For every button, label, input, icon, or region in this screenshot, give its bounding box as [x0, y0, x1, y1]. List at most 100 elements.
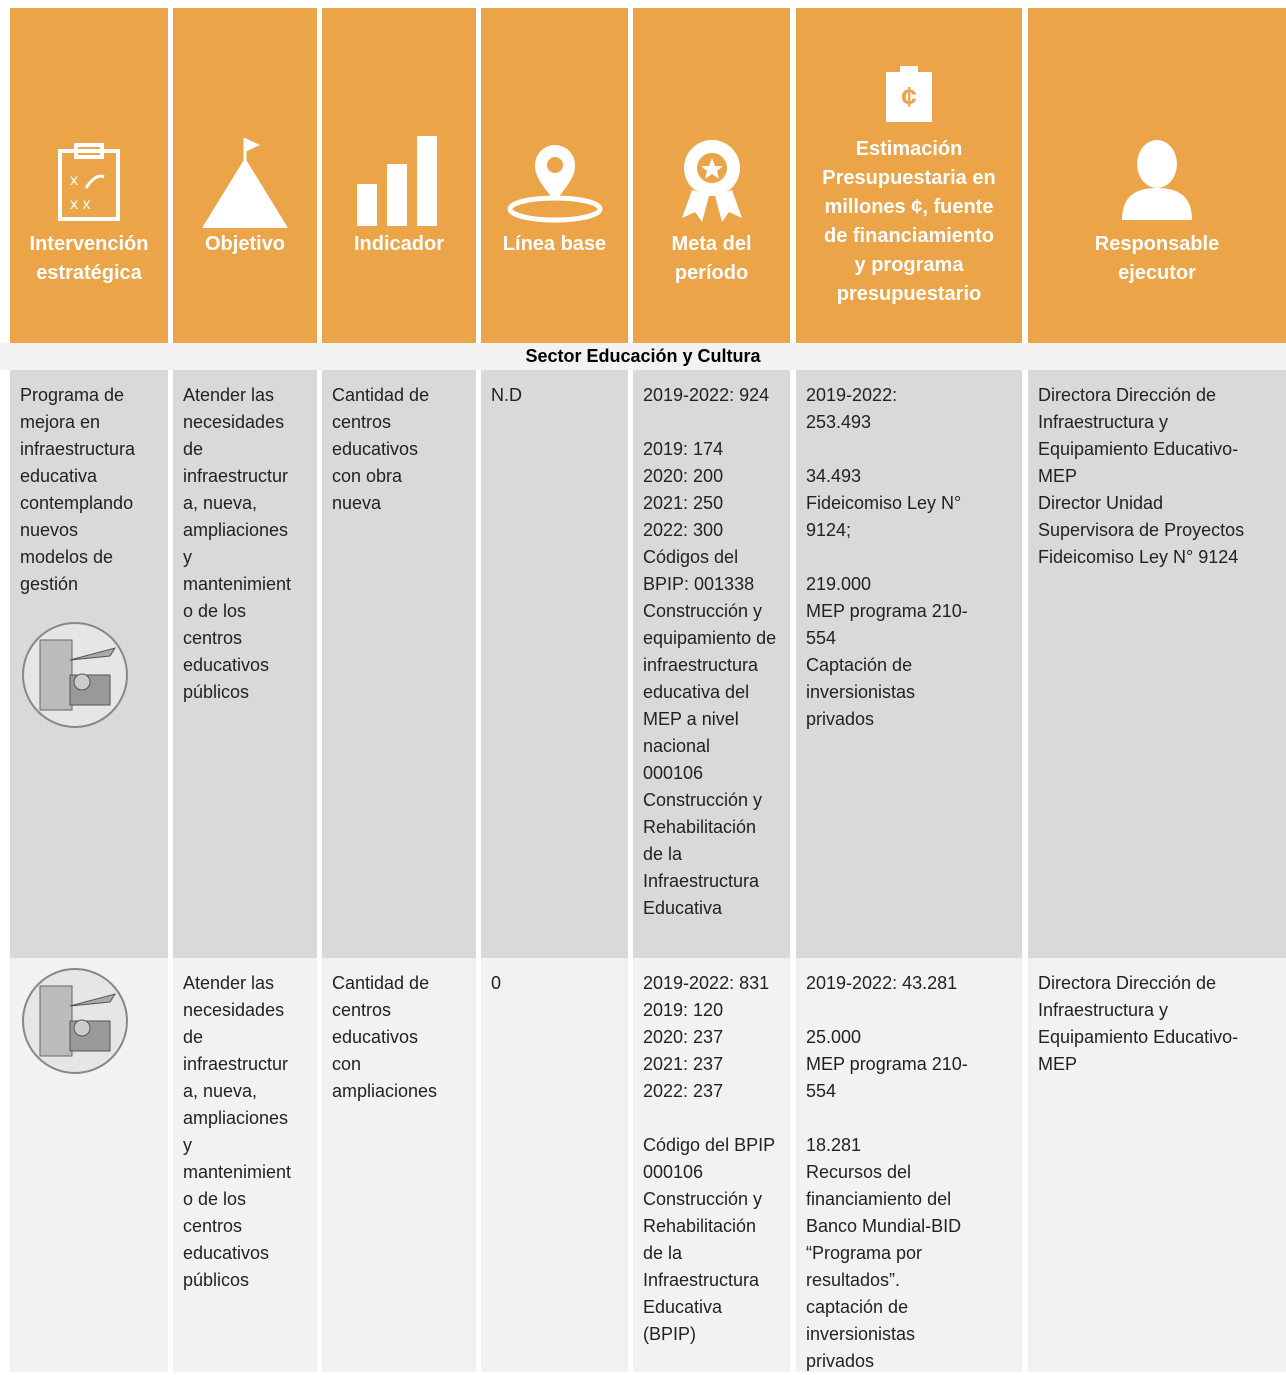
cell-line: Atender las [183, 385, 275, 405]
header-line: millones ¢, fuente [824, 196, 994, 218]
paragraph: Código del BPIP 000106 Construcción y Rehab… [643, 1132, 790, 1348]
header-cell: x x x Intervención estratégica [10, 8, 168, 343]
cell-line: Infraestructura y [1038, 412, 1169, 432]
paragraph: 34.493 Fideicomiso Ley N° 9124; [806, 463, 1022, 544]
cell-line: Construcción y [643, 1189, 763, 1209]
paragraph: Programa de mejora en infraestructura educa… [20, 382, 168, 598]
paragraph: Directora Dirección de Infraestructura y E… [1038, 382, 1286, 571]
icon [507, 145, 602, 223]
cell-line: 000106 [643, 763, 704, 783]
header-text: Meta del período [633, 230, 790, 288]
table-cell: Cantidad de centros educativos con ampliacio… [322, 958, 476, 1372]
cell-line: Atender las [183, 973, 275, 993]
cell-line: Directora Dirección de [1038, 385, 1217, 405]
cell-line: mantenimient [183, 1162, 292, 1182]
cell-line: modelos de [20, 547, 114, 567]
cell-line: ampliaciones [332, 1081, 438, 1101]
cell-line: Educativa [643, 898, 723, 918]
cell-line: privados [806, 709, 875, 729]
cell-line: Rehabilitación [643, 817, 757, 837]
paragraph: Atender las necesidades de infraestructur a,… [183, 382, 317, 706]
cell-line: Equipamiento Educativo- [1038, 1027, 1239, 1047]
cell-line: MEP programa 210- [806, 601, 968, 621]
cell-line: 2022: 300 [643, 520, 724, 540]
cell-line: públicos [183, 682, 250, 702]
cell-line: 2019-2022: 43.281 [806, 973, 958, 993]
paragraph: 2019-2022: 43.281 [806, 970, 1022, 997]
cell-line: 18.281 [806, 1135, 862, 1155]
cell-line: públicos [183, 1270, 250, 1290]
header-cell: Línea base [481, 8, 628, 343]
cell-line: Infraestructura [643, 871, 760, 891]
header-line: ejecutor [1118, 262, 1196, 284]
icon: x x x [58, 143, 120, 221]
cell-line: con [332, 1054, 362, 1074]
cell-line: 34.493 [806, 466, 862, 486]
cell-line: Educativa [643, 1297, 723, 1317]
cell-line: Programa de [20, 385, 125, 405]
sector-row: Sector Educación y Cultura [0, 343, 1286, 370]
cell-line: Cantidad de [332, 973, 430, 993]
table-cell: N.D [481, 370, 628, 958]
cell-line: Fideicomiso Ley N° 9124 [1038, 547, 1239, 567]
paragraph: 25.000 MEP programa 210- 554 [806, 1024, 1022, 1105]
building-image [22, 968, 128, 1074]
header-line: Indicador [353, 233, 444, 255]
header-text: Indicador [322, 230, 476, 259]
cell-line: infraestructura [20, 439, 136, 459]
cell-line: captación de [806, 1297, 909, 1317]
cell-line: ampliaciones [183, 520, 289, 540]
cell-line: BPIP: 001338 [643, 574, 755, 594]
cell-line: 219.000 [806, 574, 872, 594]
cell-line: ampliaciones [183, 1108, 289, 1128]
header-line: Meta del [671, 233, 752, 255]
header-line: Línea base [502, 233, 607, 255]
cell-line: Infraestructura y [1038, 1000, 1169, 1020]
cell-line: de [183, 439, 204, 459]
cell-line: 2020: 237 [643, 1027, 724, 1047]
header-cell: Meta del período [633, 8, 790, 343]
header-cell: Objetivo [173, 8, 317, 343]
cell-line: 25.000 [806, 1027, 862, 1047]
paragraph: 2019: 174 2020: 200 2021: 250 2022: 300 Códi… [643, 436, 790, 922]
cell-line: 554 [806, 1081, 837, 1101]
cell-line: Construcción y [643, 601, 763, 621]
cell-line: Captación de [806, 655, 913, 675]
cell-line: 9124; [806, 520, 852, 540]
cell-line: 2019: 120 [643, 1000, 724, 1020]
cell-line: Directora Dirección de [1038, 973, 1217, 993]
paragraph: N.D [491, 382, 628, 409]
table-cell [10, 958, 168, 1372]
cell-line: MEP programa 210- [806, 1054, 968, 1074]
cell-line: 000106 [643, 1162, 704, 1182]
cell-line: Código del BPIP [643, 1135, 776, 1155]
cell-line: centros [183, 1216, 243, 1236]
table-cell: Atender las necesidades de infraestructur a,… [173, 370, 317, 958]
icon: ¢ [886, 66, 932, 122]
cell-line: y [183, 1135, 192, 1155]
paragraph: Cantidad de centros educativos con obra nuev… [332, 382, 476, 517]
icon [681, 140, 742, 222]
header-line: y programa [854, 254, 964, 276]
table-cell: Cantidad de centros educativos con obra nuev… [322, 370, 476, 958]
cell-line: nueva [332, 493, 382, 513]
cell-line: y [183, 547, 192, 567]
cell-line: 2019-2022: [806, 385, 898, 405]
header-line: Intervención [29, 233, 149, 255]
cell-line: N.D [491, 385, 522, 405]
cell-line: o de los [183, 601, 247, 621]
cell-line: 554 [806, 628, 837, 648]
cell-line: 2019-2022: 831 [643, 973, 770, 993]
table-cell: Programa de mejora en infraestructura educa… [10, 370, 168, 958]
header-cell: ¢ Estimación Presupuestaria en millones ¢,… [796, 8, 1022, 343]
cell-line: contemplando [20, 493, 134, 513]
cell-line: MEP a nivel [643, 709, 739, 729]
cell-line: MEP [1038, 1054, 1078, 1074]
header-line: presupuestario [836, 283, 982, 305]
paragraph: Directora Dirección de Infraestructura y E… [1038, 970, 1286, 1078]
cell-line: Rehabilitación [643, 1216, 757, 1236]
header-cell: Responsable ejecutor [1028, 8, 1286, 343]
cell-line: gestión [20, 574, 79, 594]
cell-line: Equipamiento Educativo- [1038, 439, 1239, 459]
cell-line: “Programa por [806, 1243, 923, 1263]
